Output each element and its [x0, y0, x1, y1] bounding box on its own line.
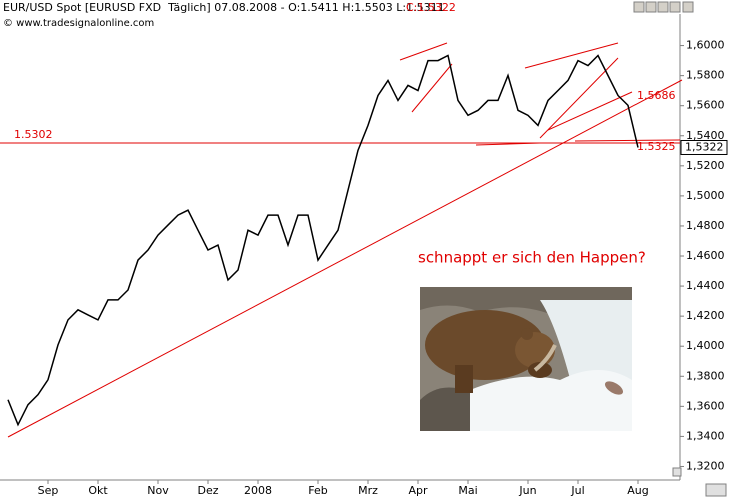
- header-info: EUR/USD Spot [EURUSD FXD Täglich] 07.08.…: [3, 1, 445, 14]
- copyright: © www.tradesignalonline.com: [3, 18, 154, 29]
- x-tick-label: Jun: [518, 484, 536, 497]
- trend-lines: [0, 42, 683, 438]
- caption: schnappt er sich den Happen?: [418, 249, 646, 267]
- x-tick-label: Okt: [88, 484, 108, 497]
- x-tick-label: Jul: [570, 484, 584, 497]
- y-tick-label: 1,5800: [686, 69, 725, 82]
- y-tick-label: 1,5600: [686, 99, 725, 112]
- resistance-label: 1.5686: [637, 89, 676, 102]
- y-tick-label: 1,3800: [686, 369, 725, 382]
- corner-button[interactable]: [672, 467, 682, 477]
- y-tick-label: 1,5400: [686, 129, 725, 142]
- y-tick-label: 1,5000: [686, 189, 725, 202]
- y-tick-label: 1,3600: [686, 399, 725, 412]
- y-tick-label: 1,4400: [686, 279, 725, 292]
- x-tick-label: Mrz: [358, 484, 378, 497]
- low-label: 1.5325: [637, 140, 676, 153]
- scroll-button[interactable]: [705, 483, 727, 497]
- y-tick-label: 1,4800: [686, 219, 725, 232]
- y-tick-label: 1,4200: [686, 309, 725, 322]
- x-tick-label: Sep: [38, 484, 59, 497]
- y-tick-label: 1,4600: [686, 249, 725, 262]
- y-tick-label: 1,4000: [686, 339, 725, 352]
- y-tick-label: 1,6000: [686, 39, 725, 52]
- x-tick-label: Apr: [408, 484, 428, 497]
- x-tick-label: Aug: [627, 484, 648, 497]
- x-tick-label: Mai: [458, 484, 477, 497]
- x-tick-label: 2008: [244, 484, 272, 497]
- x-tick-label: Nov: [147, 484, 169, 497]
- last-value-box: [680, 139, 728, 155]
- x-tick-label: Dez: [197, 484, 218, 497]
- support-label: 1.5302: [14, 128, 53, 141]
- y-tick-label: 1,5200: [686, 159, 725, 172]
- header-close: C:1.5322: [406, 1, 456, 14]
- price-line: [7, 54, 639, 427]
- x-tick-label: Feb: [308, 484, 327, 497]
- y-tick-label: 1,3400: [686, 429, 725, 442]
- bear-picture: [420, 287, 632, 431]
- last-value-label: 1,5322: [685, 140, 724, 153]
- window-buttons[interactable]: [633, 1, 694, 13]
- y-tick-label: 1,3200: [686, 459, 725, 472]
